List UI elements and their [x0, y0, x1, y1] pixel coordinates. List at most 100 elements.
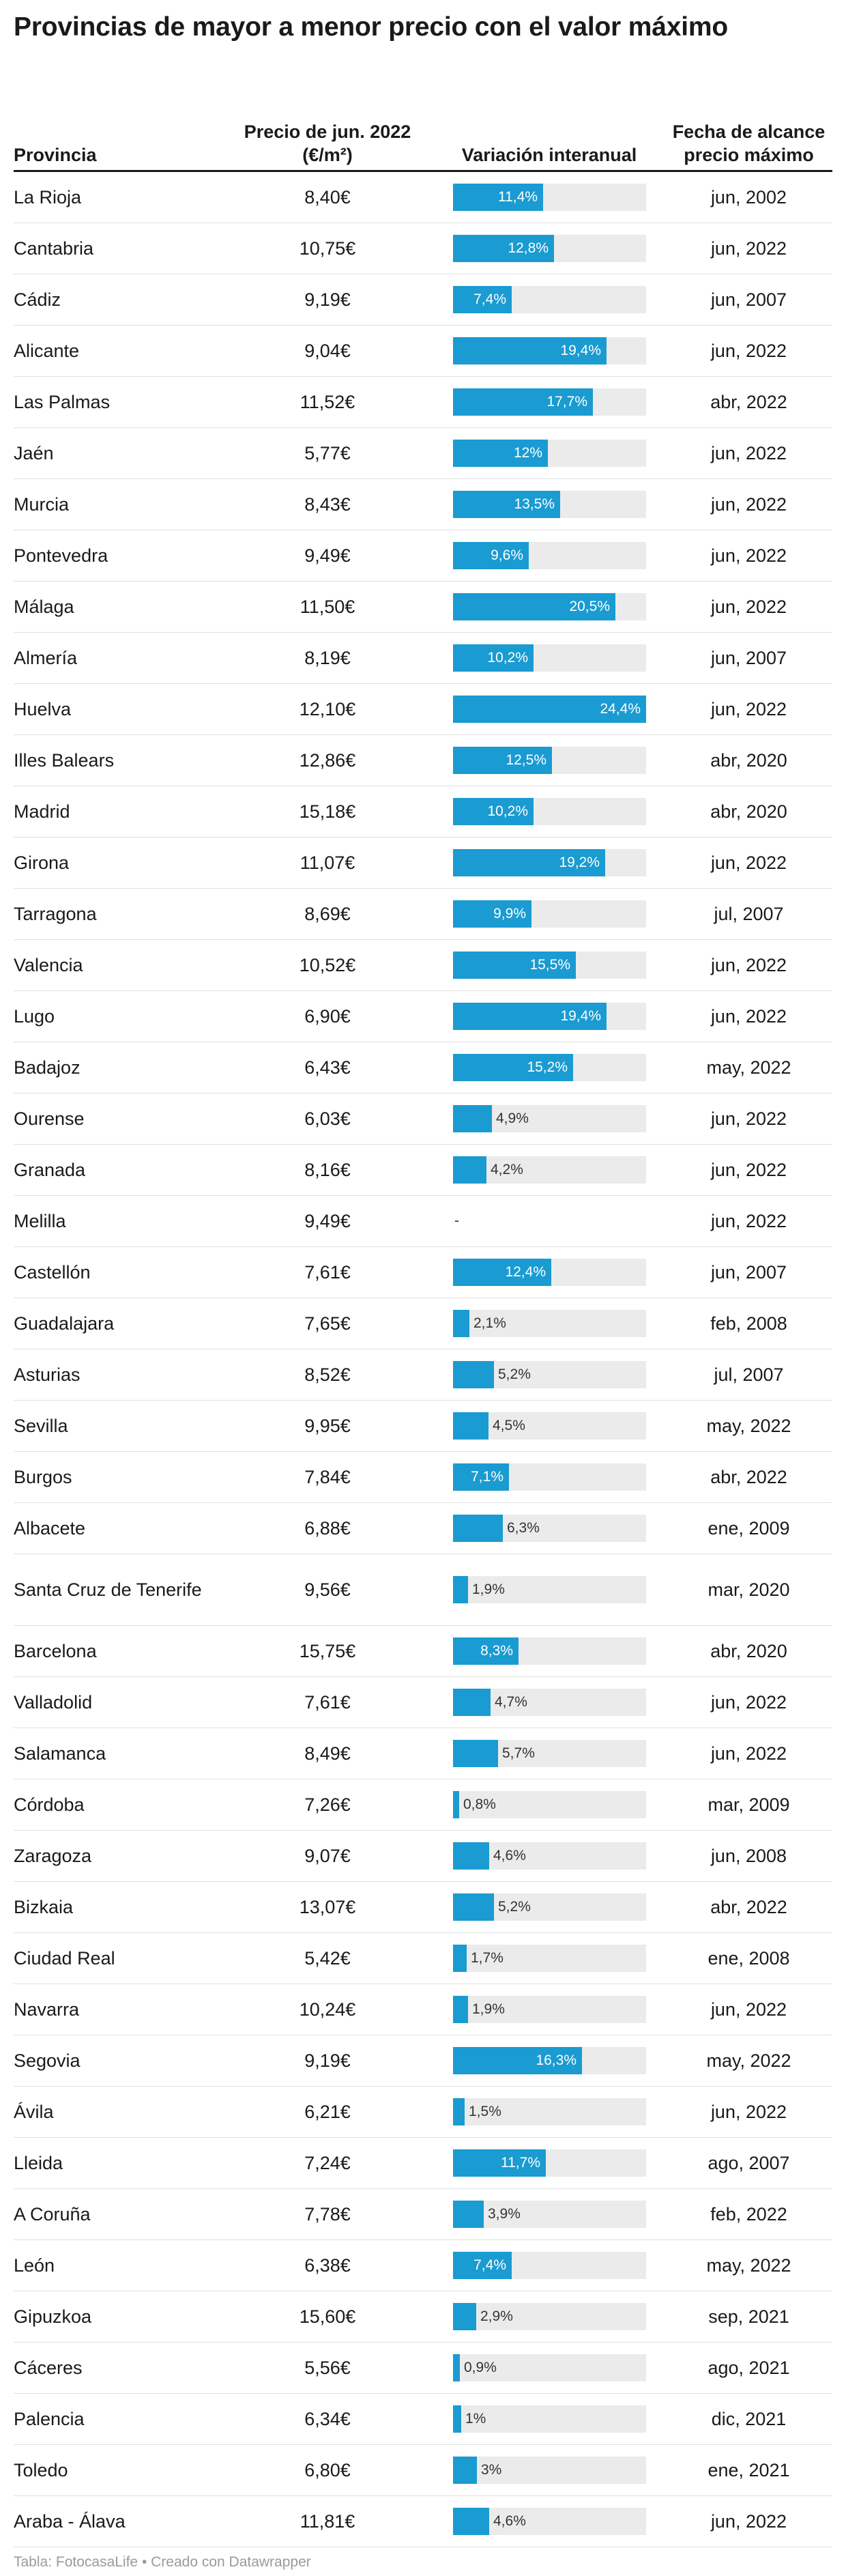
bar: [453, 849, 605, 876]
cell-variacion: 1,5%: [453, 2087, 646, 2137]
cell-provincia: Tarragona: [14, 904, 97, 924]
cell-precio: 7,78€: [304, 2203, 351, 2224]
table-row: Ávila 6,21€ 1,5% jun, 2022: [14, 2087, 832, 2138]
table-row: Las Palmas 11,52€ 17,7% abr, 2022: [14, 377, 832, 428]
table-row: Tarragona 8,69€ 9,9% jul, 2007: [14, 889, 832, 940]
bar: [453, 1463, 509, 1491]
bar-label: 3,9%: [488, 2206, 521, 2222]
cell-variacion: 10,2%: [453, 633, 646, 683]
bar: [453, 1105, 492, 1132]
cell-variacion: 9,6%: [453, 530, 646, 581]
cell-precio: 8,16€: [304, 1159, 351, 1180]
bar: [453, 286, 512, 313]
header-divider: [14, 170, 832, 172]
bar-label: 15,2%: [527, 1059, 568, 1075]
cell-variacion: 12,4%: [453, 1247, 646, 1298]
footer-credit: Tabla: FotocasaLife • Creado con Datawra…: [14, 2554, 311, 2570]
bar-label: 4,9%: [496, 1111, 529, 1126]
table-row: Castellón 7,61€ 12,4% jun, 2007: [14, 1247, 832, 1298]
cell-precio: 8,43€: [304, 493, 351, 515]
bar: [453, 1689, 491, 1716]
bar-track: 7,4%: [453, 286, 646, 313]
bar-label: 19,4%: [560, 343, 601, 358]
cell-precio: 6,21€: [304, 2101, 351, 2122]
bar-label: 0,8%: [463, 1797, 496, 1812]
cell-provincia: Girona: [14, 853, 70, 873]
cell-provincia: Araba - Álava: [14, 2511, 126, 2532]
bar-label: 19,2%: [559, 855, 600, 870]
bar-label: 3%: [481, 2462, 502, 2478]
bar: [453, 1259, 551, 1286]
cell-provincia: Valencia: [14, 955, 83, 975]
cell-fecha: jun, 2022: [710, 1999, 787, 2020]
cell-provincia: Barcelona: [14, 1641, 97, 1661]
bar: [453, 337, 607, 364]
bar-track: 9,9%: [453, 900, 646, 928]
cell-variacion: 1,9%: [453, 1554, 646, 1625]
bar-track: 0,8%: [453, 1791, 646, 1818]
cell-provincia: La Rioja: [14, 187, 82, 207]
cell-fecha: jun, 2022: [710, 1159, 787, 1180]
table-row: Salamanca 8,49€ 5,7% jun, 2022: [14, 1728, 832, 1779]
table-row: Girona 11,07€ 19,2% jun, 2022: [14, 838, 832, 889]
bar-track: 12,5%: [453, 747, 646, 774]
table-row: Lugo 6,90€ 19,4% jun, 2022: [14, 991, 832, 1042]
cell-precio: 11,07€: [300, 852, 355, 873]
header-variacion: Variación interanual: [450, 78, 648, 167]
cell-variacion: 4,7%: [453, 1677, 646, 1728]
bar-track: 20,5%: [453, 593, 646, 620]
bar: [453, 1515, 503, 1542]
cell-provincia: Granada: [14, 1160, 86, 1180]
bar-track: 16,3%: [453, 2047, 646, 2074]
bar-label: 4,5%: [493, 1418, 525, 1433]
cell-variacion: 17,7%: [453, 377, 646, 427]
header-variacion-label: Variación interanual: [461, 145, 637, 165]
cell-precio: 5,42€: [304, 1947, 351, 1969]
bar-label: 4,6%: [493, 1848, 526, 1863]
bar: [453, 696, 646, 723]
cell-fecha: jun, 2007: [710, 289, 787, 310]
bar-track: 19,2%: [453, 849, 646, 876]
cell-fecha: jun, 2022: [710, 1108, 787, 1129]
cell-fecha: jun, 2022: [710, 1743, 787, 1764]
cell-fecha: jun, 2022: [710, 1005, 787, 1027]
header-precio: Precio de jun. 2022 (€/m²): [235, 78, 420, 167]
cell-provincia: Castellón: [14, 1262, 91, 1283]
cell-provincia: Navarra: [14, 1999, 80, 2020]
cell-provincia: Ciudad Real: [14, 1948, 115, 1969]
bar: [453, 388, 593, 416]
cell-provincia: León: [14, 2255, 55, 2276]
cell-variacion: 3%: [453, 2445, 646, 2495]
cell-variacion: 11,7%: [453, 2138, 646, 2188]
cell-fecha: jun, 2022: [710, 1691, 787, 1713]
bar: [453, 593, 615, 620]
bar-label: 10,2%: [487, 803, 528, 819]
cell-precio: 8,40€: [304, 186, 351, 207]
table-row: Jaén 5,77€ 12% jun, 2022: [14, 428, 832, 479]
cell-provincia: Burgos: [14, 1467, 72, 1487]
bar: [453, 491, 560, 518]
table-row: Alicante 9,04€ 19,4% jun, 2022: [14, 326, 832, 377]
table-row: Palencia 6,34€ 1% dic, 2021: [14, 2394, 832, 2445]
bar-label: 4,2%: [491, 1162, 523, 1177]
table-row: Madrid 15,18€ 10,2% abr, 2020: [14, 786, 832, 838]
bar-label: 19,4%: [560, 1008, 601, 1024]
cell-variacion: 4,6%: [453, 2496, 646, 2547]
table-row: Segovia 9,19€ 16,3% may, 2022: [14, 2035, 832, 2087]
cell-fecha: jun, 2022: [710, 238, 787, 259]
cell-precio: 6,88€: [304, 1517, 351, 1539]
bar: [453, 1996, 468, 2023]
cell-provincia: Huelva: [14, 699, 72, 719]
table-row: Pontevedra 9,49€ 9,6% jun, 2022: [14, 530, 832, 582]
cell-precio: 7,26€: [304, 1794, 351, 1815]
cell-precio: 10,52€: [299, 954, 356, 975]
bar-label: 7,4%: [473, 291, 506, 307]
bar-track: 4,5%: [453, 1412, 646, 1440]
cell-variacion: 7,4%: [453, 274, 646, 325]
table-row: Navarra 10,24€ 1,9% jun, 2022: [14, 1984, 832, 2035]
cell-provincia: Córdoba: [14, 1794, 85, 1815]
table-row: Cantabria 10,75€ 12,8% jun, 2022: [14, 223, 832, 274]
table-row: Granada 8,16€ 4,2% jun, 2022: [14, 1145, 832, 1196]
cell-variacion: 0,9%: [453, 2343, 646, 2393]
bar-track: 1%: [453, 2405, 646, 2433]
